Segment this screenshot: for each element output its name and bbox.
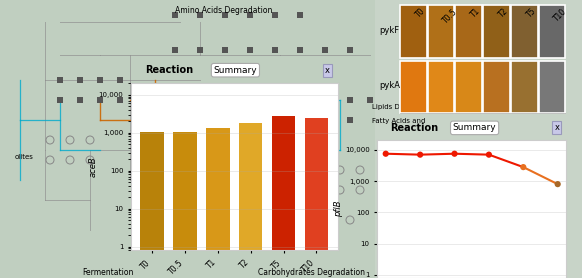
Bar bbox=[77, 97, 83, 103]
Bar bbox=[0, 0, 375, 278]
Bar bbox=[97, 77, 103, 83]
Bar bbox=[400, 6, 427, 58]
Point bbox=[519, 165, 528, 169]
Bar bbox=[483, 61, 510, 113]
Text: Fermentation: Fermentation bbox=[82, 268, 133, 277]
Bar bbox=[140, 132, 164, 278]
Point bbox=[553, 182, 562, 186]
Bar bbox=[197, 12, 203, 18]
Bar bbox=[172, 47, 178, 53]
Bar bbox=[327, 97, 333, 103]
Text: Reaction: Reaction bbox=[391, 123, 438, 133]
Bar bbox=[511, 61, 538, 113]
Text: pykA: pykA bbox=[379, 81, 400, 90]
Bar bbox=[538, 6, 565, 58]
Bar bbox=[347, 47, 353, 53]
Bar bbox=[322, 47, 328, 53]
Bar bbox=[77, 77, 83, 83]
Bar bbox=[57, 77, 63, 83]
Text: x: x bbox=[554, 123, 559, 132]
Bar bbox=[304, 118, 328, 278]
Text: T5: T5 bbox=[525, 7, 538, 20]
Bar bbox=[347, 117, 353, 123]
Bar bbox=[57, 97, 63, 103]
Bar bbox=[247, 12, 253, 18]
Text: T0: T0 bbox=[414, 7, 427, 20]
Bar bbox=[222, 12, 228, 18]
Point bbox=[450, 152, 459, 156]
Point bbox=[484, 152, 494, 157]
Bar bbox=[272, 116, 295, 278]
Y-axis label: aceB: aceB bbox=[88, 157, 97, 177]
Bar bbox=[172, 12, 178, 18]
Bar bbox=[483, 6, 510, 58]
Text: Amino Acids Degradation: Amino Acids Degradation bbox=[175, 6, 273, 15]
Bar bbox=[247, 47, 253, 53]
Text: T1: T1 bbox=[469, 7, 482, 20]
Bar bbox=[400, 61, 427, 113]
Text: pykF: pykF bbox=[379, 26, 399, 35]
Bar bbox=[375, 0, 582, 278]
Bar bbox=[117, 97, 123, 103]
Text: T0.5: T0.5 bbox=[441, 7, 460, 25]
Text: Summary: Summary bbox=[453, 123, 496, 132]
Text: Summary: Summary bbox=[214, 66, 257, 75]
Point bbox=[416, 152, 425, 157]
Bar bbox=[428, 61, 455, 113]
Bar bbox=[117, 77, 123, 83]
Text: olites: olites bbox=[15, 154, 33, 160]
Bar bbox=[538, 61, 565, 113]
Point bbox=[381, 152, 391, 156]
Text: x: x bbox=[325, 66, 330, 75]
Bar bbox=[367, 97, 373, 103]
Bar bbox=[222, 47, 228, 53]
Text: Fatty Acids and: Fatty Acids and bbox=[372, 118, 426, 124]
Bar bbox=[272, 47, 278, 53]
Bar bbox=[239, 123, 262, 278]
Bar bbox=[428, 6, 455, 58]
Bar bbox=[455, 61, 482, 113]
Text: Reaction: Reaction bbox=[146, 65, 194, 75]
Bar bbox=[97, 97, 103, 103]
Bar bbox=[297, 12, 303, 18]
Text: T10: T10 bbox=[552, 7, 569, 23]
Text: Lipids Degradation: Lipids Degradation bbox=[372, 104, 438, 110]
Bar bbox=[347, 97, 353, 103]
Text: Carbohydrates Degradation: Carbohydrates Degradation bbox=[258, 268, 365, 277]
Bar bbox=[206, 128, 230, 278]
Bar bbox=[511, 6, 538, 58]
Bar bbox=[297, 47, 303, 53]
Bar bbox=[272, 12, 278, 18]
Bar bbox=[173, 132, 197, 278]
Bar bbox=[327, 117, 333, 123]
Bar bbox=[197, 47, 203, 53]
Bar bbox=[455, 6, 482, 58]
Y-axis label: pflB: pflB bbox=[334, 201, 343, 217]
Text: T2: T2 bbox=[497, 7, 510, 20]
